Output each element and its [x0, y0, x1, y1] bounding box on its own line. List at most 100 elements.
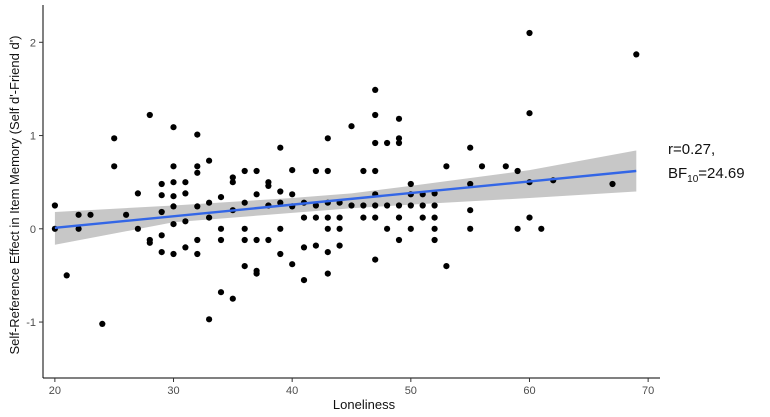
- data-point: [277, 199, 284, 206]
- data-point: [158, 192, 165, 199]
- data-point: [324, 214, 331, 221]
- data-point: [324, 167, 331, 175]
- data-point: [241, 236, 248, 244]
- data-point: [253, 236, 260, 244]
- data-point: [111, 163, 118, 170]
- data-point: [526, 110, 533, 117]
- bayes-factor-subscript: 10: [687, 174, 699, 185]
- data-point: [526, 29, 533, 37]
- data-point: [265, 182, 272, 189]
- data-point: [123, 211, 130, 218]
- data-point: [217, 236, 225, 244]
- data-point: [194, 131, 201, 138]
- data-point: [170, 221, 177, 228]
- x-tick-label: 20: [49, 385, 61, 397]
- data-point: [158, 232, 165, 239]
- bayes-factor-value: =24.69: [698, 165, 745, 182]
- data-point: [134, 190, 141, 197]
- data-point: [348, 123, 355, 130]
- data-point: [289, 191, 296, 198]
- data-point: [217, 225, 225, 232]
- data-point: [277, 188, 284, 195]
- data-point: [170, 193, 177, 200]
- data-point: [372, 167, 379, 175]
- data-point: [609, 180, 616, 188]
- data-point: [312, 167, 319, 175]
- data-point: [431, 225, 438, 232]
- data-point: [384, 225, 391, 232]
- y-tick-label: 0: [30, 224, 36, 236]
- data-point: [336, 225, 343, 232]
- data-point: [395, 202, 403, 209]
- data-point: [407, 180, 414, 188]
- data-point: [324, 225, 331, 232]
- data-point: [75, 211, 82, 218]
- data-point: [229, 174, 236, 181]
- confidence-band: [54, 150, 637, 245]
- data-point: [277, 250, 284, 258]
- data-point: [443, 163, 450, 170]
- data-points: [51, 29, 640, 327]
- data-point: [229, 179, 236, 186]
- x-axis-title: Loneliness: [333, 397, 396, 412]
- x-tick-label: 70: [642, 385, 654, 397]
- y-axis-title: Self-Reference Effect in Item Memory (Se…: [7, 35, 22, 354]
- data-point: [360, 214, 367, 221]
- y-axis-ticks: -1 0 1 2: [26, 37, 43, 329]
- data-point: [206, 199, 213, 206]
- x-tick-label: 50: [405, 385, 417, 397]
- correlation-text: r=0.27,: [668, 141, 716, 158]
- data-point: [419, 202, 426, 209]
- data-point: [312, 214, 319, 221]
- y-tick-label: 2: [30, 37, 36, 49]
- data-point: [87, 211, 94, 218]
- data-point: [277, 144, 284, 151]
- data-point: [170, 163, 177, 170]
- data-point: [241, 199, 248, 206]
- data-point: [312, 202, 319, 209]
- data-point: [324, 249, 331, 256]
- data-point: [372, 86, 379, 93]
- data-point: [478, 163, 486, 170]
- data-point: [134, 225, 141, 232]
- data-point: [206, 157, 213, 164]
- data-point: [348, 202, 355, 209]
- data-point: [407, 202, 414, 209]
- data-point: [526, 214, 533, 221]
- data-point: [336, 214, 343, 221]
- data-point: [182, 190, 189, 197]
- data-point: [372, 202, 379, 209]
- data-point: [170, 124, 177, 131]
- data-point: [395, 135, 403, 142]
- data-point: [419, 214, 426, 221]
- data-point: [431, 202, 438, 209]
- data-point: [407, 225, 414, 232]
- data-point: [253, 191, 260, 198]
- data-point: [51, 202, 59, 209]
- regression-line: [54, 169, 637, 230]
- data-point: [194, 169, 201, 176]
- data-point: [289, 167, 296, 174]
- data-point: [146, 111, 153, 119]
- data-point: [467, 225, 474, 232]
- y-tick-label: -1: [26, 317, 36, 329]
- data-point: [194, 203, 201, 210]
- data-point: [514, 167, 521, 175]
- data-point: [372, 139, 379, 147]
- data-point: [170, 179, 177, 186]
- data-point: [229, 295, 236, 302]
- data-point: [170, 250, 177, 258]
- data-point: [443, 263, 450, 270]
- data-point: [241, 263, 248, 270]
- data-point: [206, 316, 213, 323]
- data-point: [217, 194, 225, 201]
- data-point: [324, 270, 331, 277]
- data-point: [395, 115, 403, 122]
- data-point: [158, 249, 165, 256]
- statistics-annotation: r=0.27, BF10=24.69: [668, 138, 745, 192]
- data-point: [467, 180, 474, 188]
- data-point: [431, 236, 438, 244]
- data-point: [384, 139, 391, 147]
- data-point: [253, 167, 260, 175]
